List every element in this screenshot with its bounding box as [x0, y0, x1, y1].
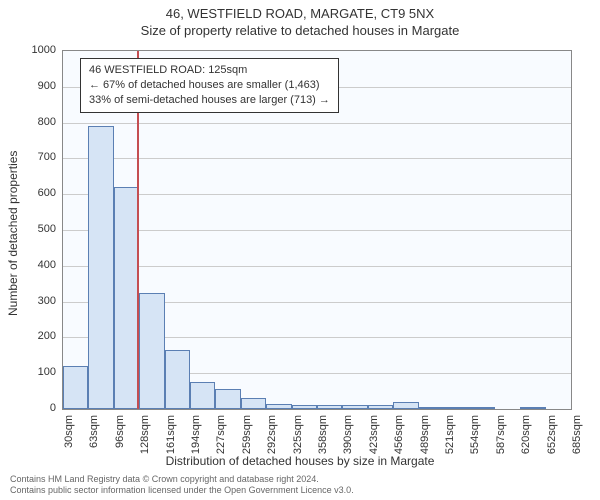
histogram-bar [215, 389, 240, 409]
info-line-2: ← 67% of detached houses are smaller (1,… [89, 78, 330, 93]
histogram-bar [266, 404, 291, 409]
histogram-bar [444, 407, 469, 409]
histogram-bar [139, 293, 164, 409]
histogram-bar [342, 405, 367, 409]
x-tick-label: 128sqm [139, 415, 151, 475]
y-tick-label: 1000 [6, 44, 56, 56]
x-tick-label: 292sqm [266, 415, 278, 475]
y-tick-label: 900 [6, 80, 56, 92]
histogram-bar [469, 407, 494, 409]
y-tick-label: 700 [6, 151, 56, 163]
footer: Contains HM Land Registry data © Crown c… [10, 474, 354, 497]
histogram-bar [292, 405, 317, 409]
histogram-bar [419, 407, 444, 409]
x-tick-label: 652sqm [546, 415, 558, 475]
y-tick-label: 400 [6, 259, 56, 271]
y-tick-label: 0 [6, 402, 56, 414]
grid-line [63, 230, 571, 231]
grid-line [63, 123, 571, 124]
histogram-bar [165, 350, 190, 409]
x-tick-label: 456sqm [393, 415, 405, 475]
x-tick-label: 325sqm [292, 415, 304, 475]
info-line-1: 46 WESTFIELD ROAD: 125sqm [89, 63, 330, 78]
histogram-bar [393, 402, 418, 409]
histogram-bar [368, 405, 393, 409]
x-tick-label: 194sqm [190, 415, 202, 475]
x-tick-label: 161sqm [165, 415, 177, 475]
histogram-bar [317, 405, 342, 409]
x-tick-label: 423sqm [368, 415, 380, 475]
x-tick-label: 358sqm [317, 415, 329, 475]
footer-line-2: Contains public sector information licen… [10, 485, 354, 496]
info-line-3: 33% of semi-detached houses are larger (… [89, 93, 330, 108]
y-tick-label: 100 [6, 366, 56, 378]
grid-line [63, 158, 571, 159]
y-tick-label: 200 [6, 330, 56, 342]
histogram-bar [63, 366, 88, 409]
page-title: 46, WESTFIELD ROAD, MARGATE, CT9 5NX [0, 0, 600, 21]
y-tick-label: 600 [6, 187, 56, 199]
x-tick-label: 96sqm [114, 415, 126, 475]
x-tick-label: 390sqm [342, 415, 354, 475]
x-tick-label: 685sqm [571, 415, 583, 475]
x-tick-label: 227sqm [215, 415, 227, 475]
info-box: 46 WESTFIELD ROAD: 125sqm ← 67% of detac… [80, 58, 339, 113]
histogram-bar [88, 126, 113, 409]
footer-line-1: Contains HM Land Registry data © Crown c… [10, 474, 354, 485]
y-tick-label: 300 [6, 295, 56, 307]
grid-line [63, 266, 571, 267]
x-tick-label: 63sqm [88, 415, 100, 475]
y-tick-label: 800 [6, 116, 56, 128]
x-tick-label: 620sqm [520, 415, 532, 475]
histogram-bar [114, 187, 139, 409]
x-tick-label: 259sqm [241, 415, 253, 475]
x-tick-label: 554sqm [469, 415, 481, 475]
x-tick-label: 30sqm [63, 415, 75, 475]
histogram-bar [190, 382, 215, 409]
histogram-bar [520, 407, 545, 409]
y-tick-label: 500 [6, 223, 56, 235]
x-tick-label: 587sqm [495, 415, 507, 475]
grid-line [63, 194, 571, 195]
x-tick-label: 489sqm [419, 415, 431, 475]
histogram-bar [241, 398, 266, 409]
x-tick-label: 521sqm [444, 415, 456, 475]
page-subtitle: Size of property relative to detached ho… [0, 21, 600, 38]
